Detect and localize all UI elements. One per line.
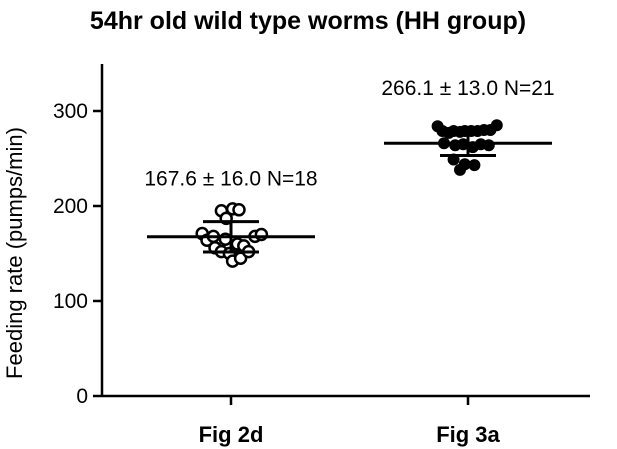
y-tick-label: 300	[53, 100, 88, 123]
data-point	[454, 163, 466, 176]
data-point	[468, 159, 481, 172]
data-point	[490, 119, 503, 132]
series-group: 167.6 ± 16.0 N=18	[144, 168, 318, 268]
chart-title: 54hr old wild type worms (HH group)	[90, 7, 526, 35]
y-tick-label: 0	[76, 385, 88, 408]
y-axis-label: Feeding rate (pumps/min)	[2, 127, 27, 379]
data-point	[254, 227, 269, 242]
x-tick-label: Fig 3a	[436, 422, 500, 447]
x-tick-label: Fig 2d	[199, 422, 264, 447]
data-point	[232, 203, 246, 217]
summary-annotation: 167.6 ± 16.0 N=18	[144, 168, 317, 191]
series-group: 266.1 ± 13.0 N=21	[381, 77, 555, 176]
y-tick-label: 200	[53, 195, 88, 218]
data-point	[482, 139, 495, 152]
summary-annotation: 266.1 ± 13.0 N=21	[381, 77, 554, 100]
axes: 0 100 200 300 Fig 2d Fig 3a	[53, 64, 590, 447]
y-tick-label: 100	[53, 290, 88, 313]
chart-marks: 167.6 ± 16.0 N=18 266.1 ± 13.0 N=21	[144, 77, 555, 268]
